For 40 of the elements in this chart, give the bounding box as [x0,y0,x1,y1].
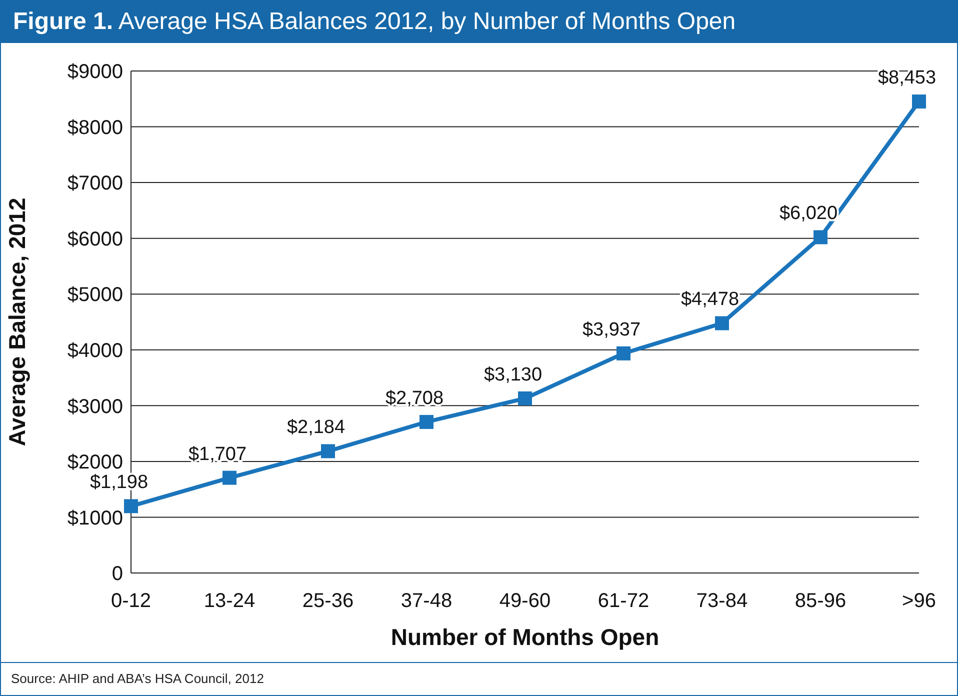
point [814,230,828,244]
source-note: Source: AHIP and ABA’s HSA Council, 2012 [1,662,957,694]
data-label: $8,453 [878,68,936,89]
x-tick-label: 73-84 [696,590,748,612]
y-tick-label: $1000 [67,507,123,530]
y-tick-label: $5000 [67,284,123,306]
data-label: $4,478 [680,289,740,310]
point [321,444,335,458]
x-tick-label: 85-96 [794,590,846,612]
chart-title: Figure 1. Average HSA Balances 2012, by Number of Months Open [13,8,736,35]
x-tick-label: 0-12 [110,590,152,612]
y-tick-label: $4000 [67,340,123,362]
point [616,346,630,360]
y-tick-label: 0 [112,563,123,586]
x-tick-label: 61-72 [598,590,650,612]
y-axis-title: Average Balance, 2012 [4,198,30,446]
x-tick-label: 37-48 [400,590,452,612]
y-tick-label: $9000 [67,61,123,84]
point [715,316,729,330]
point [222,470,236,485]
y-tick-label: $8000 [67,116,123,139]
point [420,414,434,429]
point [124,499,138,514]
point [912,94,926,109]
x-tick-label: 49-60 [499,590,551,612]
point [518,391,532,406]
y-tick-label: $7000 [67,172,123,195]
data-label: $3,937 [582,319,641,340]
data-label: $2,184 [286,417,346,438]
data-label: $3,130 [484,364,542,386]
x-tick-label: 25-36 [302,590,354,612]
y-tick-label: $6000 [67,228,123,250]
x-tick-label: 13-24 [204,590,256,612]
x-tick-label: >96 [902,590,936,612]
data-label: $2,708 [385,388,444,409]
data-label: $1,707 [188,444,247,465]
y-tick-label: $2000 [67,452,123,474]
x-axis-title: Number of Months Open [390,624,660,650]
y-tick-label: $3000 [67,396,123,418]
data-label: $6,020 [779,203,838,224]
